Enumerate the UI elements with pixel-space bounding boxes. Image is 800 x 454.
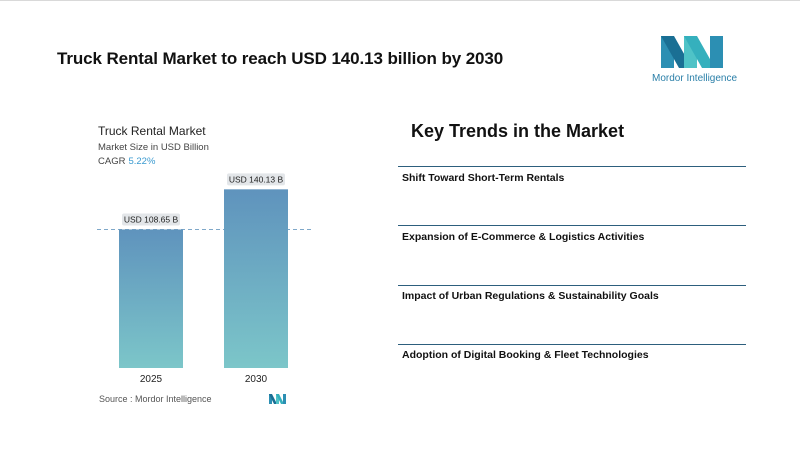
x-tick-label: 2025	[140, 374, 163, 385]
x-tick-label: 2030	[245, 374, 268, 385]
top-divider	[0, 0, 800, 1]
chart-source: Source : Mordor Intelligence	[99, 394, 212, 404]
mordor-logo-icon	[661, 36, 723, 68]
page-headline: Truck Rental Market to reach USD 140.13 …	[57, 49, 504, 68]
trend-item: Expansion of E-Commerce & Logistics Acti…	[402, 231, 645, 243]
cagr-value: 5.22%	[128, 156, 156, 167]
brand-name: Mordor Intelligence	[652, 73, 738, 84]
trend-divider	[398, 344, 746, 345]
data-label-bg	[227, 173, 285, 186]
data-label: USD 108.65 B	[124, 214, 179, 224]
trend-divider	[398, 166, 746, 167]
trend-item: Adoption of Digital Booking & Fleet Tech…	[402, 349, 649, 361]
bar	[224, 189, 288, 368]
chart-cagr: CAGR 5.22%	[98, 156, 155, 167]
cagr-label: CAGR	[98, 156, 126, 167]
trend-divider	[398, 225, 746, 226]
source-logo-icon	[269, 394, 286, 404]
chart-title: Truck Rental Market	[98, 124, 206, 138]
trend-item: Shift Toward Short-Term Rentals	[402, 172, 565, 184]
chart-subtitle: Market Size in USD Billion	[98, 142, 209, 153]
trend-divider	[398, 285, 746, 286]
data-label: USD 140.13 B	[229, 174, 284, 184]
bar	[119, 229, 183, 368]
data-label-bg	[122, 213, 180, 226]
trend-item: Impact of Urban Regulations & Sustainabi…	[402, 290, 659, 302]
trends-title: Key Trends in the Market	[411, 121, 625, 141]
